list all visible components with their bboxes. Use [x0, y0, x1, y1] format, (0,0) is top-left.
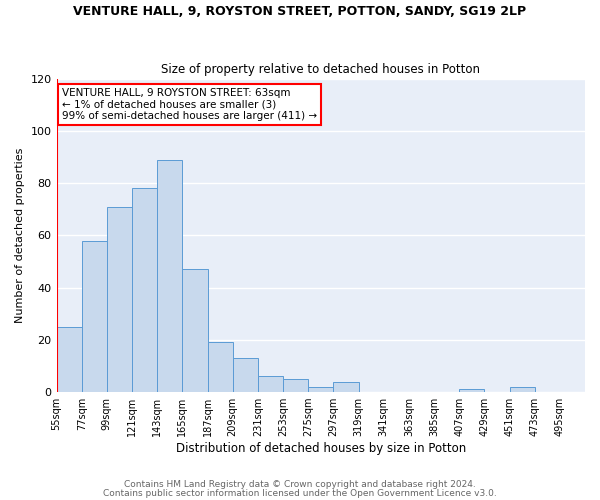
X-axis label: Distribution of detached houses by size in Potton: Distribution of detached houses by size …: [176, 442, 466, 455]
Bar: [509, 387, 535, 392]
Bar: [208, 342, 233, 392]
Bar: [334, 382, 359, 392]
Bar: [182, 270, 208, 392]
Text: VENTURE HALL, 9 ROYSTON STREET: 63sqm
← 1% of detached houses are smaller (3)
99: VENTURE HALL, 9 ROYSTON STREET: 63sqm ← …: [62, 88, 317, 121]
Bar: [82, 240, 107, 392]
Bar: [233, 358, 258, 392]
Bar: [132, 188, 157, 392]
Bar: [283, 379, 308, 392]
Bar: [157, 160, 182, 392]
Text: Contains HM Land Registry data © Crown copyright and database right 2024.: Contains HM Land Registry data © Crown c…: [124, 480, 476, 489]
Bar: [107, 206, 132, 392]
Text: VENTURE HALL, 9, ROYSTON STREET, POTTON, SANDY, SG19 2LP: VENTURE HALL, 9, ROYSTON STREET, POTTON,…: [73, 5, 527, 18]
Bar: [56, 327, 82, 392]
Bar: [258, 376, 283, 392]
Text: Contains public sector information licensed under the Open Government Licence v3: Contains public sector information licen…: [103, 488, 497, 498]
Title: Size of property relative to detached houses in Potton: Size of property relative to detached ho…: [161, 63, 480, 76]
Y-axis label: Number of detached properties: Number of detached properties: [15, 148, 25, 323]
Bar: [308, 387, 334, 392]
Bar: [459, 390, 484, 392]
